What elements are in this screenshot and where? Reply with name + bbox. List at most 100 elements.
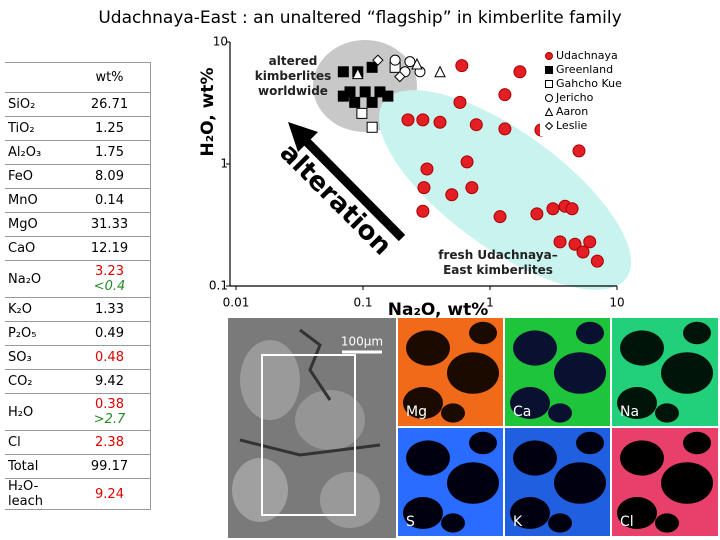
oxide-value: 0.38: [95, 397, 124, 412]
legend-label: Jericho: [555, 91, 594, 104]
legend-marker: [545, 94, 553, 102]
point: [351, 67, 364, 80]
oxide-label: TiO₂: [5, 116, 69, 141]
legend-label: Leslie: [556, 119, 588, 132]
oxide-value: 1.75: [95, 145, 124, 160]
oxide-value: 2.38: [95, 435, 124, 450]
map-grain: [469, 431, 497, 455]
map-grain: [620, 330, 664, 366]
point: [420, 162, 434, 176]
map-grain: [661, 462, 713, 504]
map-grain: [403, 497, 443, 529]
legend-marker: [544, 107, 554, 116]
point: [359, 86, 371, 98]
point: [553, 235, 567, 249]
point: [366, 96, 378, 108]
oxide-value: 9.42: [95, 374, 124, 389]
oxide-cell: 0.49: [69, 321, 151, 346]
table-row: Al₂O₃ 1.75: [5, 140, 151, 165]
altered-label: altered kimberlites worldwide: [254, 54, 332, 98]
table-row: CO₂ 9.42: [5, 369, 151, 394]
oxide-value: 0.49: [95, 326, 124, 341]
oxide-value: 99.17: [90, 459, 129, 474]
point: [372, 54, 384, 66]
oxide-cell: 99.17: [69, 454, 151, 479]
oxide-note: <0.4: [93, 279, 126, 294]
map-grain: [576, 321, 604, 345]
oxide-label: MgO: [5, 212, 69, 237]
oxide-value: 9.24: [95, 486, 124, 502]
table-row: SiO₂ 26.71: [5, 92, 151, 117]
legend-marker: [544, 121, 554, 131]
map-grain: [554, 462, 606, 504]
oxide-label: Na₂O: [5, 260, 69, 298]
legend-marker: [545, 80, 553, 88]
fresh-label: fresh Udachnaya–East kimberlites: [438, 248, 558, 277]
table-row: Na₂O 3.23 <0.4: [5, 260, 151, 298]
map-label: S: [406, 514, 415, 530]
trend-arrow: [301, 136, 406, 242]
oxide-label: H₂O: [5, 393, 69, 431]
point: [411, 57, 423, 70]
point: [349, 96, 361, 108]
oxide-label: SO₃: [5, 345, 69, 370]
table-row: H₂O-leach 9.24: [5, 478, 151, 510]
point: [382, 90, 394, 102]
point: [498, 122, 512, 136]
table-row: MnO 0.14: [5, 188, 151, 213]
map-grain: [513, 330, 557, 366]
oxide-label: Total: [5, 454, 69, 479]
oxide-label: H₂O-leach: [5, 478, 69, 510]
oxide-label: Al₂O₃: [5, 140, 69, 165]
x-tick-label: 0.1: [353, 296, 372, 310]
map-grain: [447, 352, 499, 394]
point: [590, 254, 604, 268]
oxide-cell: 12.19: [69, 236, 151, 261]
plot: 0.1 1 10 0.01 0.1 1 10 Na₂O, wt% H₂O, wt% Udachna…: [198, 35, 625, 321]
oxide-label: SiO₂: [5, 92, 69, 117]
point: [546, 202, 560, 216]
map-grain: [661, 352, 713, 394]
map-grain: [548, 403, 572, 423]
map-grain: [617, 497, 657, 529]
map-grain: [447, 462, 499, 504]
header-row: wt%: [5, 62, 151, 93]
point: [401, 113, 415, 127]
x-tick-label: 0.01: [223, 296, 250, 310]
map-grain: [548, 513, 572, 533]
table-row: H₂O 0.38 >2.7: [5, 393, 151, 431]
legend-marker: [545, 52, 553, 60]
oxide-cell: 0.48: [69, 345, 151, 370]
oxide-cell: 9.42: [69, 369, 151, 394]
oxide-label: CaO: [5, 236, 69, 261]
point: [493, 210, 507, 224]
oxide-cell: 26.71: [69, 92, 151, 117]
legend-label: Udachnaya: [556, 49, 618, 62]
point: [583, 235, 597, 249]
map-grain: [683, 321, 711, 345]
point: [337, 66, 349, 78]
table-row: Total 99.17: [5, 454, 151, 479]
oxide-cell: 8.09: [69, 164, 151, 189]
table-row: K₂O 1.33: [5, 297, 151, 322]
point: [366, 61, 378, 73]
map-grain: [655, 513, 679, 533]
composition-table: wt% SiO₂ 26.71 TiO₂ 1.25 Al₂O₃ 1.75 FeO 8.09 MnO 0…: [5, 62, 151, 510]
point: [356, 107, 368, 119]
point: [433, 115, 447, 129]
point: [576, 245, 590, 259]
oxide-label: MnO: [5, 188, 69, 213]
oxide-value: 26.71: [90, 97, 129, 112]
map-grain: [513, 440, 557, 476]
point: [465, 181, 479, 195]
map-label: K: [513, 514, 523, 530]
oxide-value: 0.14: [95, 193, 124, 208]
point: [469, 118, 483, 132]
x-tick-label: 1: [486, 296, 494, 310]
point: [394, 70, 406, 83]
map-grain: [510, 387, 550, 419]
legend-label: Aaron: [556, 105, 588, 118]
point: [565, 202, 579, 216]
